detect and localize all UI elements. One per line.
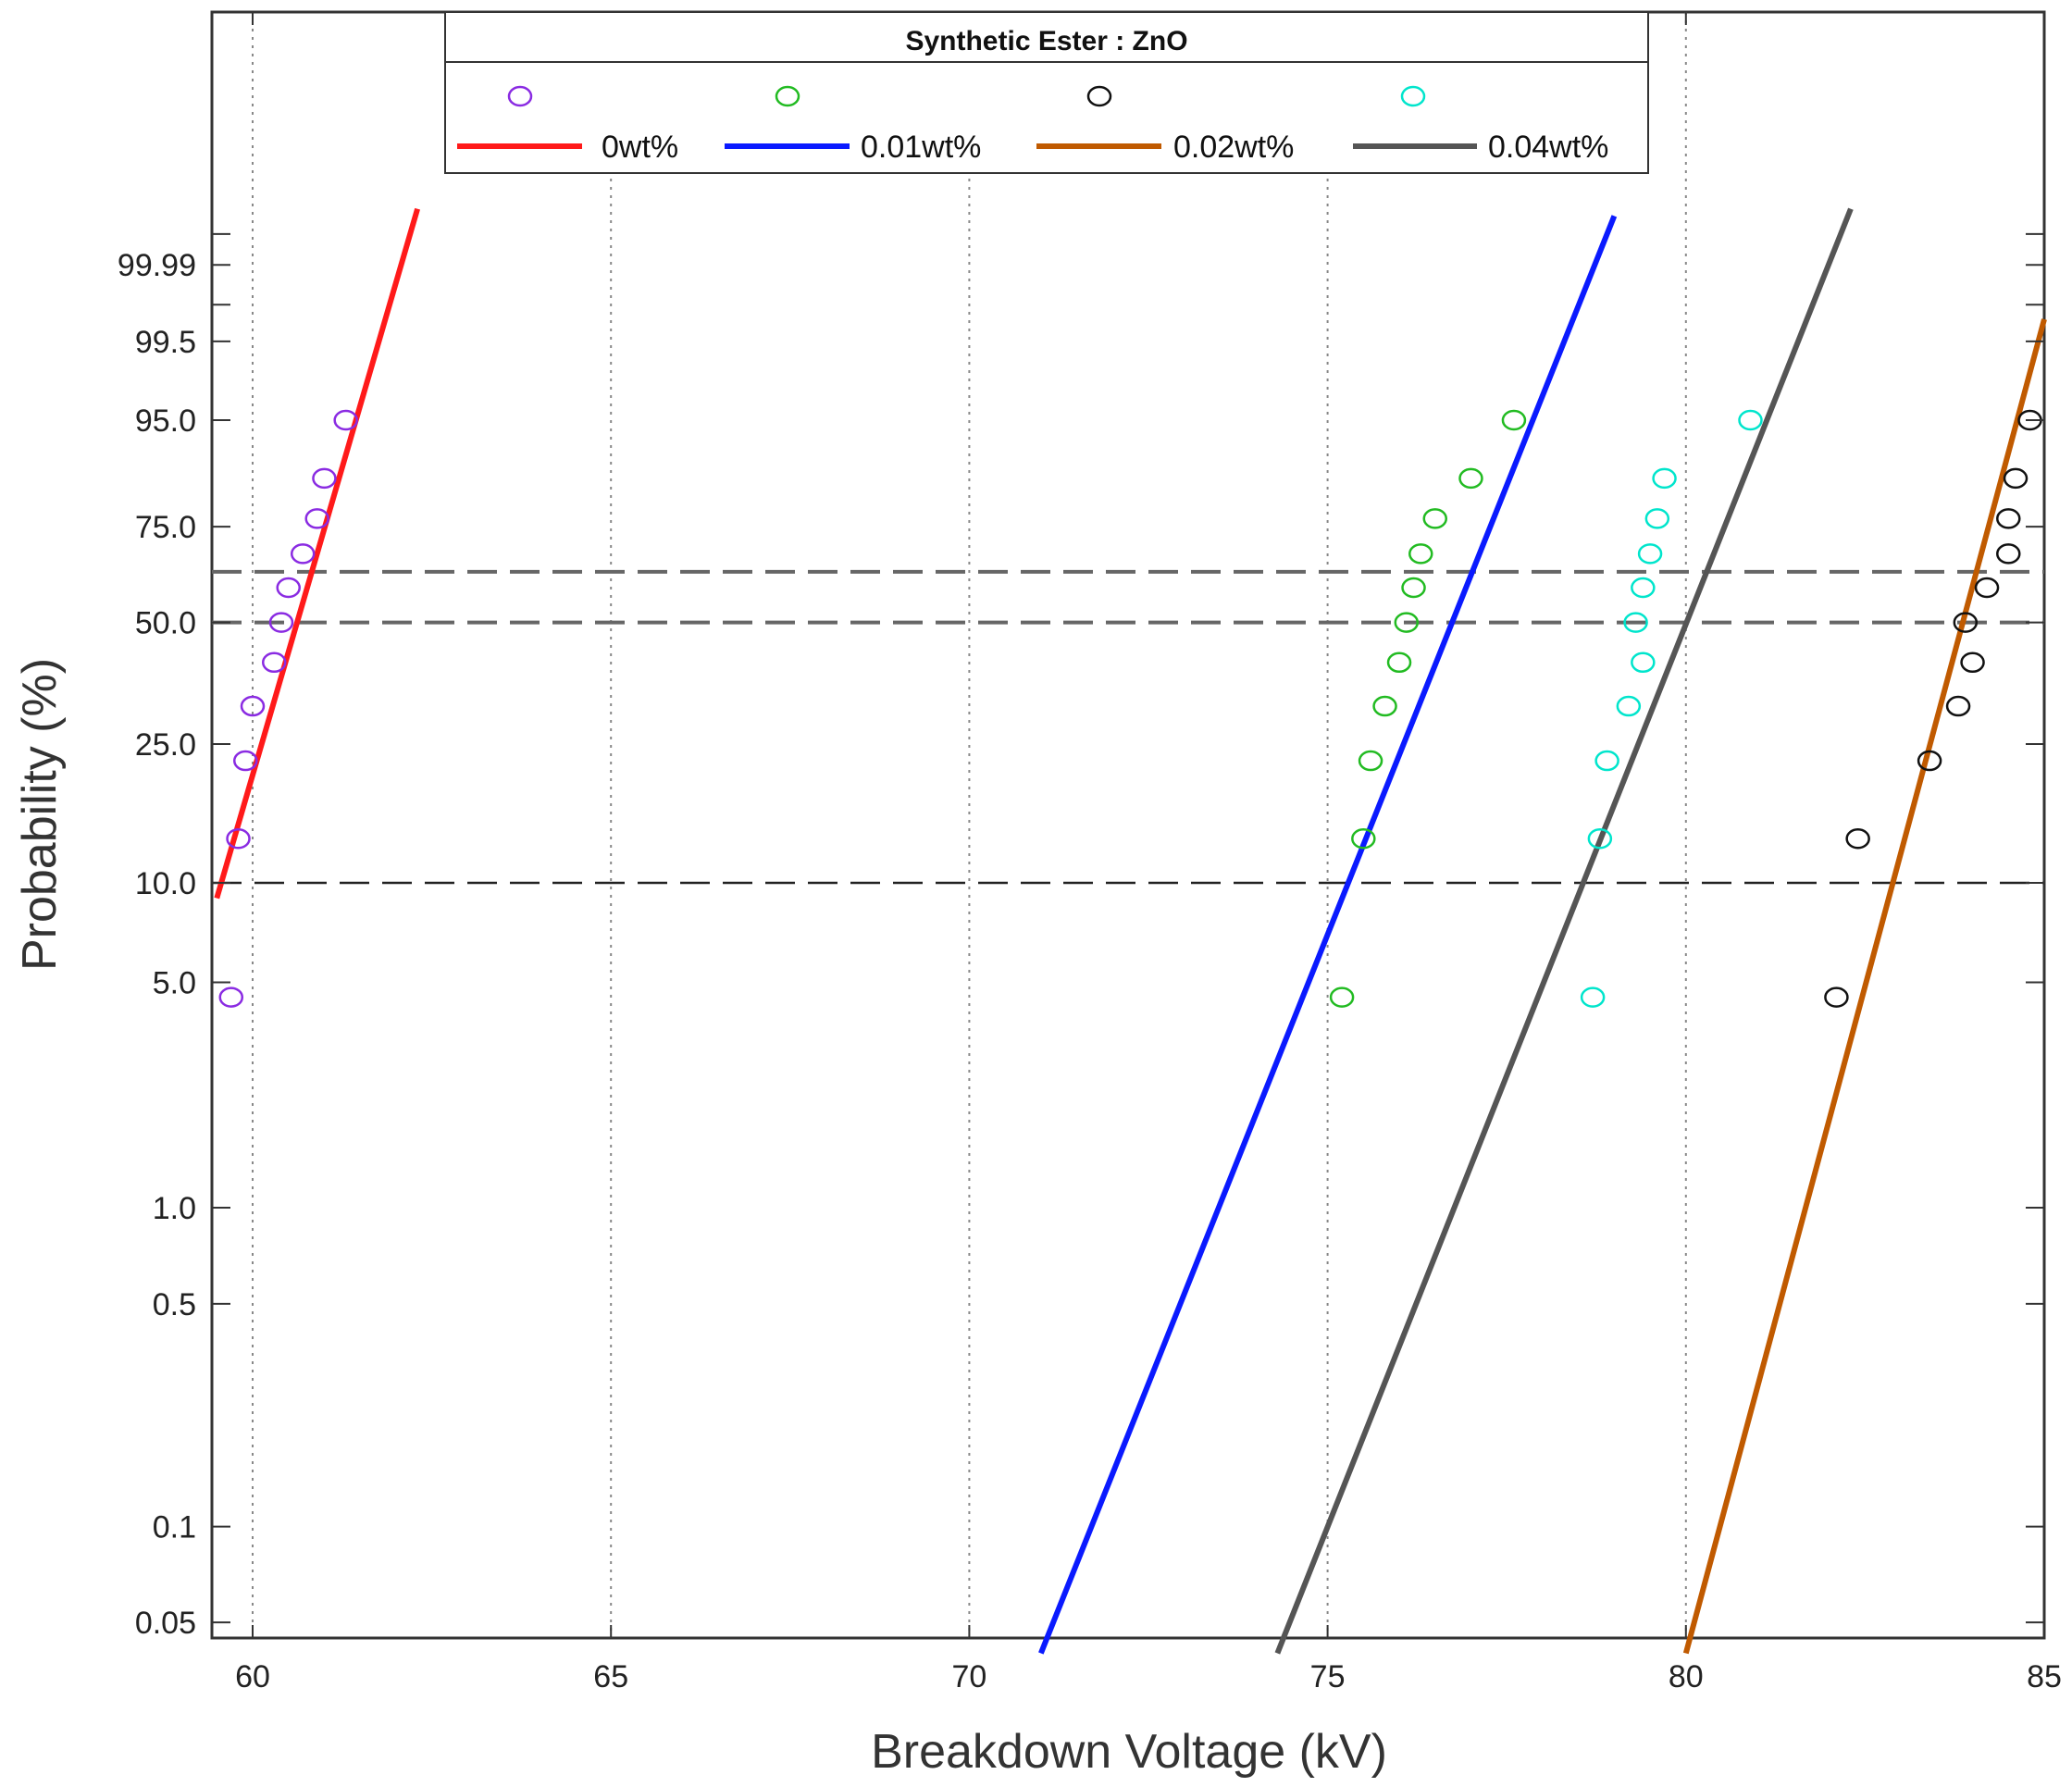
data-point-series-2-6 <box>1974 577 2000 599</box>
y-tick-label-7: 50.0 <box>135 606 196 641</box>
y-tick-label-3: 1.0 <box>153 1191 196 1226</box>
data-point-series-2-5 <box>1953 612 1979 633</box>
data-point-series-0-2 <box>233 750 258 772</box>
data-point-series-3-1 <box>1587 828 1613 850</box>
x-tick-label-85: 85 <box>2027 1659 2062 1694</box>
y-tick-label-0: 0.05 <box>135 1606 196 1641</box>
data-points <box>218 409 2042 1008</box>
y-tick-label-6: 25.0 <box>135 727 196 763</box>
data-point-series-0-1 <box>226 828 251 850</box>
reference-lines <box>212 569 2044 885</box>
data-point-series-2-8 <box>1996 508 2021 529</box>
data-point-series-2-2 <box>1917 750 1942 772</box>
legend-marker-2 <box>1086 85 1112 107</box>
x-tick-label-80: 80 <box>1669 1659 1704 1694</box>
legend-label-2: 0.02wt% <box>1173 130 1294 165</box>
fit-line-series-1 <box>1038 215 1618 1655</box>
legend-label-1: 0.01wt% <box>861 130 981 165</box>
data-point-series-1-4 <box>1386 652 1412 674</box>
data-point-series-2-7 <box>1996 543 2021 565</box>
data-point-series-0-5 <box>268 612 294 633</box>
data-point-series-3-8 <box>1644 508 1670 529</box>
data-point-series-3-5 <box>1623 612 1648 633</box>
legend-label-3: 0.04wt% <box>1488 130 1608 165</box>
x-tick-label-65: 65 <box>593 1659 628 1694</box>
axis-ticks: 60 65 70 75 80 85 0.05 0.1 0.5 1.0 5.0 10.0 25.0 50.0… <box>118 12 2062 1694</box>
data-point-series-1-1 <box>1351 828 1376 850</box>
fit-line-series-2 <box>1682 318 2047 1655</box>
data-point-series-0-4 <box>261 652 287 674</box>
data-point-series-0-6 <box>276 577 301 599</box>
y-tick-label-9: 95.0 <box>135 403 196 439</box>
fit-line-series-0 <box>214 207 420 900</box>
data-point-series-1-0 <box>1329 987 1355 1008</box>
data-point-series-0-8 <box>304 508 329 529</box>
legend-items: 0wt% 0.01wt% 0.02wt% 0.04wt% <box>457 85 1608 165</box>
data-point-series-3-10 <box>1738 409 1763 431</box>
data-point-series-2-9 <box>2003 467 2029 490</box>
data-point-series-1-9 <box>1458 467 1483 490</box>
x-tick-label-60: 60 <box>235 1659 270 1694</box>
legend: Synthetic Ester : ZnO 0wt% 0.01wt% 0.02wt%… <box>444 11 1649 174</box>
legend-label-0: 0wt% <box>602 130 678 165</box>
data-point-series-2-0 <box>1824 987 1849 1008</box>
data-point-series-2-4 <box>1960 652 1985 674</box>
data-point-series-1-2 <box>1358 750 1383 772</box>
y-tick-label-8: 75.0 <box>135 510 196 545</box>
y-axis-title: Probability (%) <box>13 658 67 971</box>
x-tick-label-70: 70 <box>951 1659 986 1694</box>
fit-lines <box>214 207 2047 1655</box>
data-point-series-1-8 <box>1422 508 1448 529</box>
plot-frame <box>210 10 2046 1640</box>
data-point-series-3-2 <box>1594 750 1619 772</box>
data-point-series-0-0 <box>218 987 244 1008</box>
data-point-series-1-6 <box>1401 577 1426 599</box>
legend-marker-3 <box>1400 85 1426 107</box>
data-point-series-1-3 <box>1372 695 1397 717</box>
data-point-series-3-7 <box>1637 543 1663 565</box>
plot-area <box>210 10 2046 1640</box>
fit-line-series-3 <box>1274 207 1854 1655</box>
data-point-series-1-10 <box>1501 409 1527 431</box>
data-point-series-1-5 <box>1394 612 1420 633</box>
y-tick-label-2: 0.5 <box>153 1287 196 1322</box>
legend-marker-0 <box>507 85 533 107</box>
y-tick-label-5: 10.0 <box>135 866 196 901</box>
data-point-series-3-4 <box>1631 652 1656 674</box>
data-point-series-0-7 <box>290 543 316 565</box>
y-tick-label-11: 99.99 <box>118 248 196 283</box>
y-tick-label-4: 5.0 <box>153 966 196 1001</box>
y-tick-label-1: 0.1 <box>153 1510 196 1545</box>
x-tick-label-75: 75 <box>1310 1659 1346 1694</box>
data-point-series-3-3 <box>1616 695 1642 717</box>
legend-marker-1 <box>775 85 800 107</box>
data-point-series-1-7 <box>1408 543 1433 565</box>
x-axis-title: Breakdown Voltage (kV) <box>871 1725 1387 1779</box>
legend-title: Synthetic Ester : ZnO <box>905 26 1187 56</box>
data-point-series-3-6 <box>1631 577 1656 599</box>
data-point-series-3-0 <box>1580 987 1606 1008</box>
data-point-series-2-3 <box>1945 695 1971 717</box>
data-point-series-0-3 <box>240 695 266 717</box>
y-tick-label-10: 99.5 <box>135 325 196 360</box>
data-point-series-0-9 <box>312 467 337 490</box>
data-point-series-0-10 <box>333 409 358 431</box>
data-point-series-3-9 <box>1652 467 1677 490</box>
data-point-series-2-1 <box>1845 828 1870 850</box>
